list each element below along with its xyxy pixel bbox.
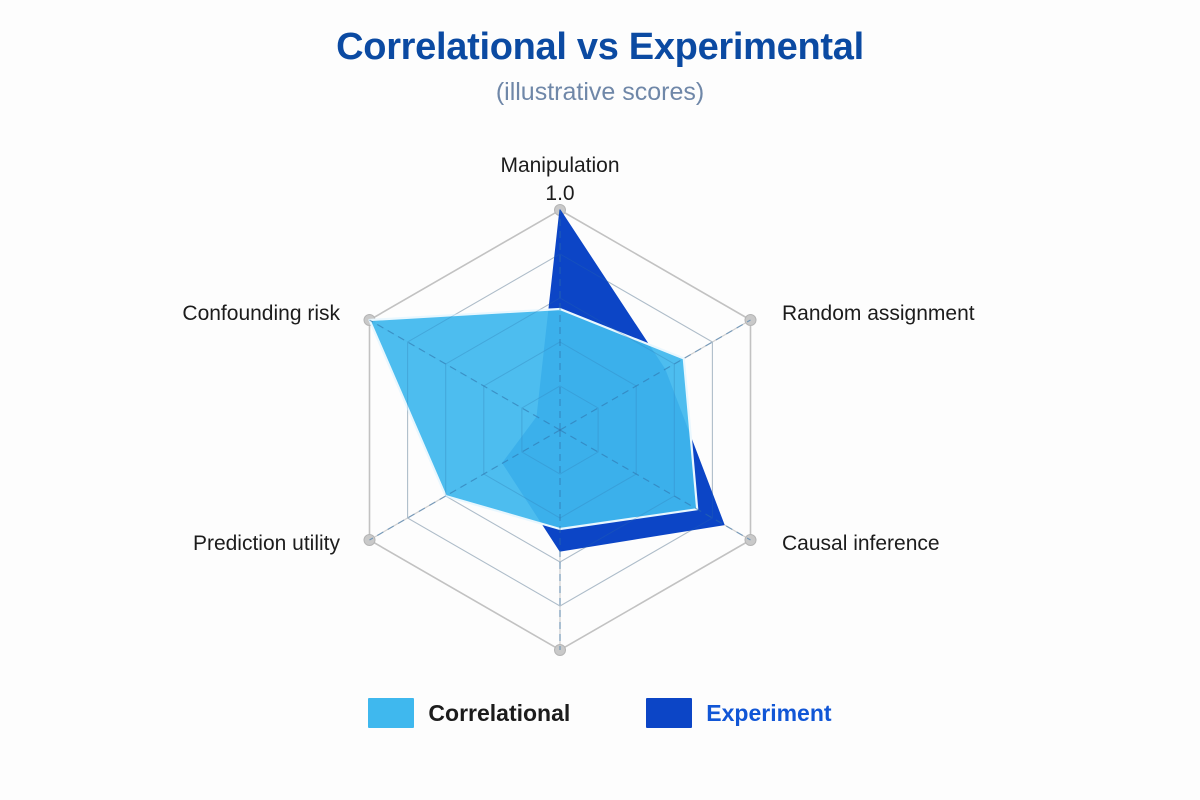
radar-grid-ring-overlay	[445, 297, 675, 563]
radar-grid-ring-overlay	[521, 385, 599, 475]
legend-item-correlational[interactable]: Correlational	[368, 698, 570, 728]
radar-axis-label: Prediction utility	[193, 532, 341, 555]
radar-grid-ring-overlay	[483, 341, 637, 519]
radar-axis-spoke-dashed	[559, 319, 751, 431]
radar-axis-labels: Manipulation 1.0 Random assignment Causal i…	[182, 154, 974, 555]
legend-label-experiment: Experiment	[706, 699, 832, 726]
chart-legend: Correlational Experiment	[0, 698, 1200, 728]
radar-axis-spoke-dashed	[559, 429, 751, 541]
radar-axis-label: Causal inference	[782, 532, 940, 555]
legend-swatch-experiment	[646, 698, 693, 728]
chart-header: Correlational vs Experimental (illustrat…	[0, 26, 1200, 107]
legend-label-correlational: Correlational	[428, 699, 571, 726]
page-title: Correlational vs Experimental	[336, 26, 864, 68]
radar-axis-label: Random assignment	[782, 302, 975, 325]
radar-axis-label: Confounding risk	[182, 302, 340, 325]
radar-axis-spoke-dashed	[369, 429, 561, 541]
radar-axis-spoke-dashed	[369, 319, 561, 431]
radar-tick-label: 1.0	[545, 182, 574, 205]
radar-series-polygon	[368, 307, 699, 531]
page-subtitle: (illustrative scores)	[495, 77, 705, 106]
radar-axis-label: Manipulation	[500, 154, 619, 177]
radar-series	[368, 209, 751, 650]
legend-item-experiment[interactable]: Experiment	[646, 698, 832, 728]
legend-swatch-correlational	[368, 698, 415, 728]
radar-grid-ring-overlay	[407, 253, 713, 607]
